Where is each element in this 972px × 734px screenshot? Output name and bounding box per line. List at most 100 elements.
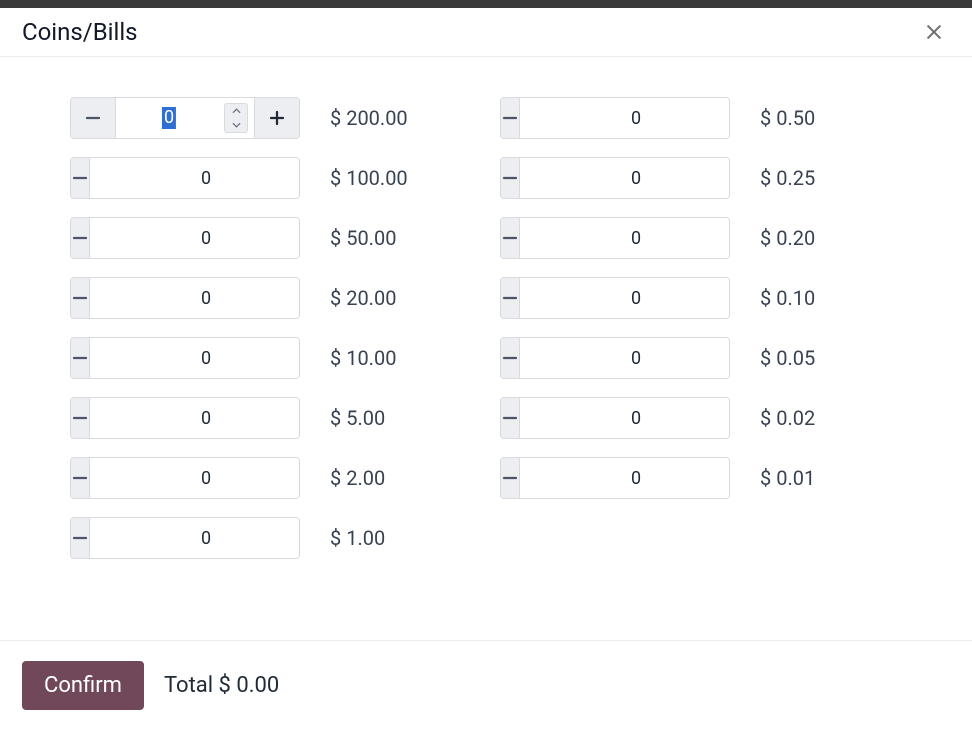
minus-icon xyxy=(71,349,89,367)
denomination-label: $ 50.00 xyxy=(330,226,440,250)
modal-header: Coins/Bills xyxy=(0,8,972,57)
quantity-input[interactable]: 0 xyxy=(162,107,176,129)
quantity-input-wrap xyxy=(89,398,300,438)
quantity-input-wrap xyxy=(89,278,300,318)
denomination-row: $ 20.00 xyxy=(70,277,440,319)
quantity-input-wrap xyxy=(519,338,730,378)
spinner-up[interactable] xyxy=(225,104,247,118)
quantity-stepper xyxy=(70,217,300,259)
decrement-button[interactable] xyxy=(71,98,115,138)
denomination-row: $ 100.00 xyxy=(70,157,440,199)
chevron-down-icon xyxy=(232,122,241,128)
denomination-row: $ 0.02 xyxy=(500,397,870,439)
quantity-input-wrap xyxy=(519,458,730,498)
denomination-label: $ 200.00 xyxy=(330,106,440,130)
quantity-input[interactable] xyxy=(90,158,300,198)
quantity-input[interactable] xyxy=(520,338,730,378)
minus-icon xyxy=(71,529,89,547)
minus-icon xyxy=(501,349,519,367)
decrement-button[interactable] xyxy=(71,338,89,378)
quantity-input[interactable] xyxy=(520,98,730,138)
modal-footer: Confirm Total $ 0.00 xyxy=(0,640,972,734)
quantity-input-wrap xyxy=(89,518,300,558)
spinner[interactable] xyxy=(224,103,248,133)
minus-icon xyxy=(84,109,102,127)
denomination-row: $ 0.20 xyxy=(500,217,870,259)
quantity-input-wrap: 0 xyxy=(115,98,255,138)
decrement-button[interactable] xyxy=(501,458,519,498)
coins-column: $ 0.50 $ 0.25 $ 0.20 $ 0.10 $ 0.05 $ 0.02 $ 0.… xyxy=(500,97,870,630)
increment-button[interactable] xyxy=(255,98,299,138)
spinner-down[interactable] xyxy=(225,118,247,132)
denomination-label: $ 0.25 xyxy=(760,166,870,190)
confirm-button[interactable]: Confirm xyxy=(22,661,144,710)
decrement-button[interactable] xyxy=(501,158,519,198)
quantity-input[interactable] xyxy=(90,518,300,558)
minus-icon xyxy=(501,469,519,487)
quantity-input[interactable] xyxy=(520,398,730,438)
minus-icon xyxy=(501,289,519,307)
quantity-input-wrap xyxy=(89,458,300,498)
denomination-label: $ 2.00 xyxy=(330,466,440,490)
decrement-button[interactable] xyxy=(71,218,89,258)
quantity-input-wrap xyxy=(519,398,730,438)
decrement-button[interactable] xyxy=(71,398,89,438)
decrement-button[interactable] xyxy=(71,158,89,198)
coins-bills-modal: Coins/Bills 0 $ 200.00 $ 100.00 $ 50.00 $ 20… xyxy=(0,8,972,734)
decrement-button[interactable] xyxy=(501,218,519,258)
quantity-stepper xyxy=(70,517,300,559)
decrement-button[interactable] xyxy=(501,98,519,138)
quantity-input-wrap xyxy=(519,218,730,258)
quantity-stepper xyxy=(70,457,300,499)
decrement-button[interactable] xyxy=(501,338,519,378)
denomination-label: $ 0.20 xyxy=(760,226,870,250)
quantity-input-wrap xyxy=(519,158,730,198)
denomination-row: $ 0.10 xyxy=(500,277,870,319)
quantity-stepper xyxy=(70,157,300,199)
decrement-button[interactable] xyxy=(71,278,89,318)
bills-column: 0 $ 200.00 $ 100.00 $ 50.00 $ 20.00 $ 10.00 $ … xyxy=(70,97,440,630)
quantity-input[interactable] xyxy=(90,338,300,378)
minus-icon xyxy=(501,109,519,127)
modal-title: Coins/Bills xyxy=(22,18,138,46)
plus-icon xyxy=(268,109,286,127)
denomination-label: $ 0.10 xyxy=(760,286,870,310)
quantity-stepper xyxy=(500,157,730,199)
close-icon xyxy=(923,21,945,43)
quantity-input[interactable] xyxy=(520,458,730,498)
decrement-button[interactable] xyxy=(501,278,519,318)
denomination-row: $ 1.00 xyxy=(70,517,440,559)
denomination-label: $ 0.05 xyxy=(760,346,870,370)
denomination-label: $ 0.50 xyxy=(760,106,870,130)
quantity-input[interactable] xyxy=(90,458,300,498)
minus-icon xyxy=(71,169,89,187)
quantity-stepper xyxy=(500,397,730,439)
denomination-row: $ 10.00 xyxy=(70,337,440,379)
close-button[interactable] xyxy=(920,18,948,46)
quantity-input[interactable] xyxy=(90,398,300,438)
quantity-input[interactable] xyxy=(520,218,730,258)
denomination-row: $ 0.50 xyxy=(500,97,870,139)
quantity-input[interactable] xyxy=(520,278,730,318)
denomination-row: $ 0.25 xyxy=(500,157,870,199)
quantity-input-wrap xyxy=(89,338,300,378)
total-label: Total $ 0.00 xyxy=(164,673,279,698)
denomination-label: $ 5.00 xyxy=(330,406,440,430)
minus-icon xyxy=(71,289,89,307)
denomination-label: $ 0.01 xyxy=(760,466,870,490)
decrement-button[interactable] xyxy=(501,398,519,438)
quantity-input[interactable] xyxy=(90,278,300,318)
denomination-row: $ 0.05 xyxy=(500,337,870,379)
quantity-stepper xyxy=(70,397,300,439)
quantity-input-wrap xyxy=(89,218,300,258)
denomination-label: $ 20.00 xyxy=(330,286,440,310)
quantity-input[interactable] xyxy=(520,158,730,198)
minus-icon xyxy=(71,409,89,427)
denomination-label: $ 0.02 xyxy=(760,406,870,430)
quantity-input[interactable] xyxy=(90,218,300,258)
denomination-row: $ 2.00 xyxy=(70,457,440,499)
quantity-stepper xyxy=(500,457,730,499)
decrement-button[interactable] xyxy=(71,458,89,498)
decrement-button[interactable] xyxy=(71,518,89,558)
quantity-stepper xyxy=(500,277,730,319)
